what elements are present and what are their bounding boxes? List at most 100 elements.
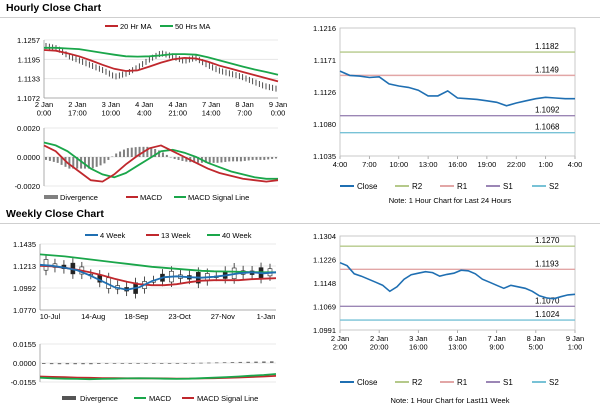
legend-40week-label: 40 Week <box>222 231 252 240</box>
weekly-macd-divergence-bars <box>42 361 274 365</box>
wl-plot-frame <box>339 235 576 331</box>
weekly-divergence-bar <box>207 362 211 364</box>
weekly-price-y-axis: 1.1435 1.1213 1.0992 1.0770 <box>13 240 36 315</box>
weekly-divergence-bar <box>222 362 227 364</box>
hourly-levels-lines: 1.1182 1.1149 1.1092 1.1068 <box>339 27 576 157</box>
hourly-section-title: Hourly Close Chart <box>6 2 102 14</box>
weekly-divergence-bar <box>159 363 164 364</box>
hourly-macd-line <box>43 144 279 183</box>
hourly-divergence-bar <box>177 157 180 160</box>
weekly-macd-y-tick: 0.0155 <box>13 340 36 349</box>
hourly-divergence-bar <box>197 157 200 163</box>
weekly-macd-legend: Divergence MACD MACD Signal Line <box>62 394 258 403</box>
weekly-price-gridlines <box>39 243 276 311</box>
hourly-divergence-bar <box>52 157 55 162</box>
hourly-divergence-bar <box>56 157 59 163</box>
hourly-divergence-bar <box>119 151 122 157</box>
weekly-price-x-tick: 10-Jul <box>40 312 61 321</box>
wl-y-tick: 1.1069 <box>313 303 336 312</box>
wl-x-tick: 7 Jan 9:00 <box>487 334 505 352</box>
hourly-price-y-tick: 1.1257 <box>17 36 40 45</box>
weekly-levels-y-axis: 1.1304 1.1226 1.1148 1.1069 1.0991 <box>313 232 336 335</box>
hourly-divergence-bar <box>111 156 114 158</box>
hourly-divergence-bar <box>72 157 75 169</box>
legend-50hr-ma-label: 50 Hrs MA <box>175 22 210 31</box>
hourly-divergence-bar <box>154 148 157 157</box>
legend-signal-label: MACD Signal Line <box>188 193 249 202</box>
hourly-title-rule <box>0 17 600 18</box>
hourly-divergence-bar <box>173 157 176 159</box>
hourly-price-candles <box>45 42 277 92</box>
hourly-divergence-bar <box>150 147 153 157</box>
hourly-macd-y-tick: 0.0020 <box>17 124 40 133</box>
hourly-price-lines <box>43 46 279 83</box>
wl-y-tick: 1.1148 <box>314 279 336 288</box>
hourly-macd-lines <box>43 141 279 183</box>
hourly-divergence-bar <box>80 157 83 169</box>
weekly-price-y-tick: 1.0992 <box>13 284 36 293</box>
hourly-macd-gridlines <box>43 127 278 187</box>
weekly-divergence-bar <box>136 363 140 364</box>
hourly-levels-close <box>339 70 575 107</box>
legend-20hr-ma-label: 20 Hr MA <box>120 22 152 31</box>
weekly-divergence-bar <box>49 363 54 365</box>
hourly-levels-x-axis: 4:00 7:00 10:00 13:00 16:00 19:00 22:00 1:00 4:0… <box>333 156 582 169</box>
weekly-macd-lines <box>39 373 277 381</box>
hourly-divergence-bar <box>193 157 196 163</box>
wl-x-tick: 9 Jan 1:00 <box>566 334 584 352</box>
hourly-divergence-bar <box>247 157 250 161</box>
hl-x-tick: 13:00 <box>419 160 438 169</box>
hourly-divergence-bar <box>267 157 270 160</box>
hl-x-tick: 4:00 <box>333 160 348 169</box>
weekly-40week-line <box>39 253 276 274</box>
hourly-price-y-axis: 1.1257 1.1195 1.1133 1.1072 <box>17 36 40 103</box>
legend-13week-label: 13 Week <box>161 231 191 240</box>
hl-s1-label: 1.1092 <box>535 106 560 115</box>
hl-x-tick: 19:00 <box>477 160 496 169</box>
weekly-divergence-bar <box>104 363 109 364</box>
wl-legend-label: S1 <box>503 378 513 387</box>
weekly-divergence-bar <box>230 362 235 363</box>
hl-y-tick: 1.1171 <box>314 56 336 65</box>
weekly-levels-legend: Close R2 R1 S1 S2 <box>340 378 559 387</box>
hourly-divergence-bar <box>83 157 86 169</box>
hourly-price-x-tick: 4 Jan 21:00 <box>168 100 187 118</box>
wl-legend-label: Close <box>357 378 378 387</box>
hourly-levels-chart: 1.1216 1.1171 1.1126 1.1080 1.1035 4:00 7:00 1… <box>313 24 582 191</box>
hourly-divergence-bar <box>255 157 258 160</box>
hourly-divergence-bar <box>138 146 141 157</box>
hl-legend-label: S1 <box>503 182 513 191</box>
hourly-divergence-bar <box>76 157 79 169</box>
hourly-divergence-bar <box>224 157 227 162</box>
hourly-divergence-bar <box>243 157 246 161</box>
hourly-divergence-bar <box>275 157 277 159</box>
weekly-price-y-tick: 1.1435 <box>13 240 36 249</box>
weekly-divergence-bar <box>214 362 219 364</box>
hourly-divergence-bar <box>228 157 231 162</box>
hourly-divergence-bar <box>126 148 129 157</box>
hl-y-tick: 1.1080 <box>313 120 336 129</box>
weekly-divergence-bar <box>57 363 62 365</box>
weekly-divergence-bar <box>81 363 85 365</box>
hourly-divergence-bar <box>208 157 211 163</box>
weekly-divergence-bar <box>65 363 70 365</box>
weekly-price-lines <box>39 253 277 291</box>
hl-close-line <box>339 70 575 107</box>
wl-x-tick: 2 Jan 2:00 <box>331 334 349 352</box>
weekly-levels-chart: 1.1304 1.1226 1.1148 1.1069 1.0991 2 Jan 2:00… <box>313 232 584 387</box>
hourly-price-x-tick: 2 Jan 17:00 <box>68 100 87 118</box>
weekly-macd-chart: 0.0155 0.0000 -0.0155 Divergence MACD MACD… <box>11 340 277 403</box>
weekly-divergence-bar <box>120 363 125 364</box>
weekly-price-legend: 4 Week 13 Week 40 Week <box>85 231 252 240</box>
wl-y-tick: 1.0991 <box>313 326 336 335</box>
hourly-price-y-tick: 1.1133 <box>18 75 40 84</box>
weekly-4week-line <box>39 263 277 291</box>
hourly-divergence-bar <box>146 146 149 157</box>
hourly-price-chart: 1.1257 1.1195 1.1133 1.1072 2 Jan 0:00 2 Jan 1… <box>17 22 287 118</box>
hourly-divergence-bar <box>169 157 172 158</box>
wl-x-tick: 8 Jan 5:00 <box>527 334 545 352</box>
weekly-note: Note: 1 Hour Chart for Last11 Week <box>390 396 510 405</box>
weekly-divergence-bar <box>183 363 188 364</box>
wl-legend-label: S2 <box>549 378 559 387</box>
hl-legend-label: R2 <box>412 182 423 191</box>
